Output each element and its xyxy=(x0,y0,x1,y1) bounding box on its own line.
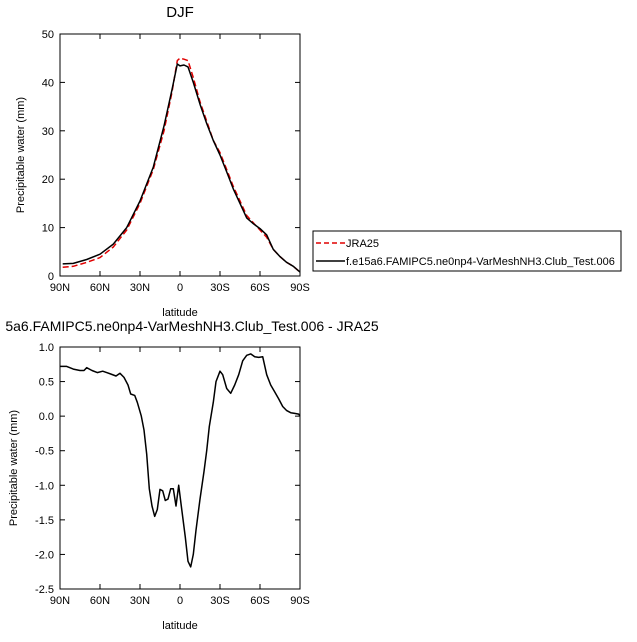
top-y-tick-label: 50 xyxy=(42,29,54,41)
bottom-y-tick-label: -2.0 xyxy=(35,549,54,561)
bottom-y-tick-label: -0.5 xyxy=(35,446,54,458)
top-series-line-0 xyxy=(62,57,301,273)
bottom-panel: 5a6.FAMIPC5.ne0np4-VarMeshNH3.Club_Test.… xyxy=(5,318,378,632)
bottom-x-tick-label: 0 xyxy=(177,595,183,607)
top-x-tick-label: 60N xyxy=(90,282,110,294)
bottom-y-axis-label: Precipitable water (mm) xyxy=(8,410,20,526)
bottom-x-axis-label: latitude xyxy=(162,620,197,632)
bottom-x-tick-label: 30N xyxy=(130,595,150,607)
legend-label-model: f.e15a6.FAMIPC5.ne0np4-VarMeshNH3.Club_T… xyxy=(346,256,615,268)
top-y-tick-label: 40 xyxy=(42,77,54,89)
top-plot-frame xyxy=(59,33,301,277)
bottom-x-axis: 90N 60N 30N 0 30S 60S 90S xyxy=(50,347,310,607)
top-chart-title: DJF xyxy=(166,4,194,21)
top-series-line-1 xyxy=(62,63,301,273)
top-y-tick-label: 20 xyxy=(42,174,54,186)
top-y-axis: 0 10 20 30 40 50 xyxy=(42,29,300,283)
bottom-x-tick-label: 30S xyxy=(210,595,230,607)
bottom-series-lines xyxy=(60,353,301,568)
legend: JRA25 f.e15a6.FAMIPC5.ne0np4-VarMeshNH3.… xyxy=(312,230,622,272)
legend-label-jra25: JRA25 xyxy=(346,238,379,250)
top-y-tick-label: 30 xyxy=(42,126,54,138)
bottom-x-tick-label: 90N xyxy=(50,595,70,607)
top-x-tick-label: 90S xyxy=(290,282,310,294)
bottom-y-tick-label: 0.0 xyxy=(39,411,54,423)
bottom-x-tick-label: 60S xyxy=(250,595,270,607)
bottom-y-tick-label: 0.5 xyxy=(39,377,54,389)
bottom-chart-title: 5a6.FAMIPC5.ne0np4-VarMeshNH3.Club_Test.… xyxy=(5,318,378,334)
bottom-y-tick-label: 1.0 xyxy=(39,342,54,354)
top-x-tick-label: 90N xyxy=(50,282,70,294)
legend-box xyxy=(312,230,622,272)
top-panel: DJF 90N 60N 30N 0 30S 60S 90S 0 10 20 30 40 50 lati… xyxy=(15,4,310,319)
bottom-series-line-0 xyxy=(60,353,301,568)
top-x-axis: 90N 60N 30N 0 30S 60S 90S xyxy=(50,34,310,294)
bottom-x-tick-label: 90S xyxy=(290,595,310,607)
bottom-y-axis: -2.5 -2.0 -1.5 -1.0 -0.5 0.0 0.5 1.0 xyxy=(35,342,300,596)
top-x-tick-label: 0 xyxy=(177,282,183,294)
top-x-tick-label: 30N xyxy=(130,282,150,294)
bottom-y-tick-label: -1.5 xyxy=(35,515,54,527)
top-x-axis-label: latitude xyxy=(162,307,197,319)
bottom-y-tick-label: -1.0 xyxy=(35,480,54,492)
top-y-tick-label: 0 xyxy=(48,271,54,283)
bottom-plot-frame xyxy=(59,346,301,590)
top-x-tick-label: 30S xyxy=(210,282,230,294)
bottom-x-tick-label: 60N xyxy=(90,595,110,607)
top-y-axis-label: Precipitable water (mm) xyxy=(15,97,27,213)
top-series-lines xyxy=(62,57,301,273)
top-x-tick-label: 60S xyxy=(250,282,270,294)
top-y-tick-label: 10 xyxy=(42,223,54,235)
bottom-y-tick-label: -2.5 xyxy=(35,584,54,596)
